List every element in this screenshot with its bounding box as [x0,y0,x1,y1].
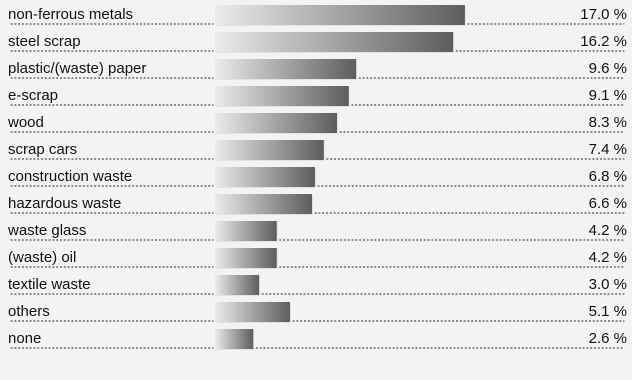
value-label: 5.1 % [589,303,627,320]
bar-1 [215,5,465,25]
category-label: textile waste [8,276,91,293]
bar-row-7: construction waste 6.8 % [8,167,627,188]
value-label: 3.0 % [589,276,627,293]
bar-row-9: waste glass 4.2 % [7,221,627,242]
category-label: plastic/(waste) paper [8,60,146,77]
value-label: 9.6 % [589,60,627,77]
bar-row-6: scrap cars 7.4 % [8,140,627,161]
bar-3 [215,59,357,79]
bar-4 [215,86,349,106]
value-label: 17.0 % [580,6,627,23]
bar-row-8: hazardous waste 6.6 % [8,194,627,215]
category-label: steel scrap [8,33,81,50]
bar-row-10: (waste) oil 4.2 % [8,248,627,269]
bar-row-1: non-ferrous metals 17.0 % [8,5,627,26]
category-label: construction waste [8,168,132,185]
value-label: 7.4 % [589,141,627,158]
category-label: waste glass [7,222,86,239]
category-label: (waste) oil [8,249,76,266]
category-label: non-ferrous metals [8,6,133,23]
bar-8 [215,194,313,214]
value-label: 8.3 % [589,114,627,131]
bar-row-12: others 5.1 % [8,302,627,323]
bar-row-2: steel scrap 16.2 % [8,32,627,53]
bar-9 [215,221,277,241]
bar-2 [215,32,454,52]
value-label: 2.6 % [589,330,627,347]
bar-6 [215,140,324,160]
category-label: wood [7,114,44,131]
bar-row-11: textile waste 3.0 % [8,275,627,296]
bar-row-5: wood 8.3 % [7,113,627,134]
bar-11 [215,275,260,295]
value-label: 6.6 % [589,195,627,212]
value-label: 16.2 % [580,33,627,50]
bar-13 [215,329,254,349]
category-label: others [8,303,50,320]
bar-row-4: e-scrap 9.1 % [8,86,627,107]
category-label: e-scrap [8,87,58,104]
bar-5 [215,113,338,133]
value-label: 9.1 % [589,87,627,104]
bar-row-3: plastic/(waste) paper 9.6 % [8,59,627,80]
category-label: scrap cars [8,141,77,158]
category-label: none [8,330,41,347]
value-label: 4.2 % [589,222,627,239]
bar-12 [215,302,290,322]
bar-7 [215,167,315,187]
category-label: hazardous waste [8,195,121,212]
value-label: 6.8 % [589,168,627,185]
value-label: 4.2 % [589,249,627,266]
bar-row-13: none 2.6 % [8,329,627,350]
bar-10 [215,248,277,268]
